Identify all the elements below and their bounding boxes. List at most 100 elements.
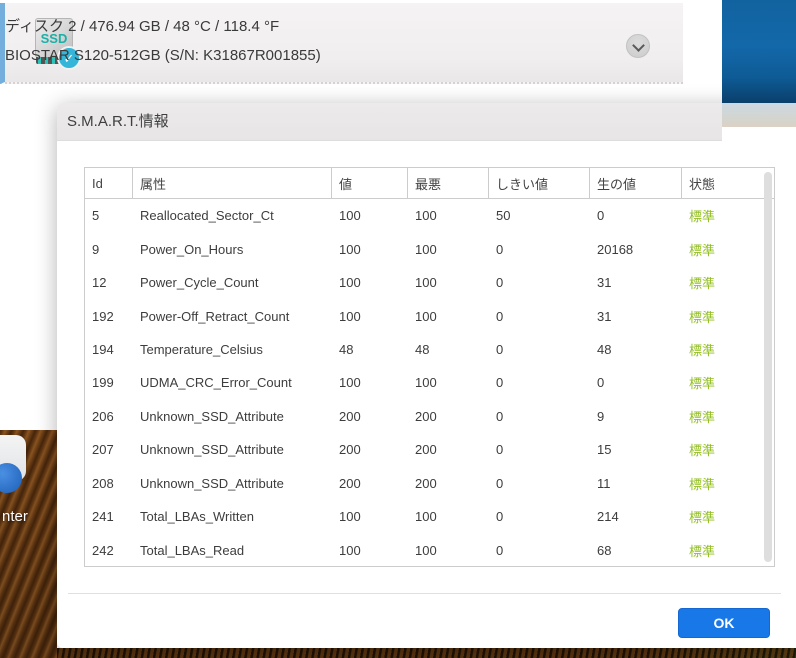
cell-raw: 48: [597, 341, 612, 357]
column-header-status: 状態: [689, 176, 716, 192]
desktop-icon-label: nter: [2, 508, 28, 525]
cell-status: 標準: [689, 376, 716, 392]
smart-table: Id 属性 値 最悪 しきい値 生の値 状態 5 Reallocated_Sec…: [84, 167, 775, 567]
cell-value: 200: [339, 442, 361, 458]
cell-attribute: Power_Cycle_Count: [140, 275, 259, 291]
cell-status: 標準: [689, 342, 716, 358]
cell-value: 100: [339, 375, 361, 391]
cell-raw: 15: [597, 442, 612, 458]
table-row: 194 Temperature_Celsius 48 48 0 48 標準: [85, 333, 774, 366]
cell-attribute: Total_LBAs_Read: [140, 542, 245, 558]
cell-raw: 20168: [597, 241, 634, 257]
cell-attribute: Temperature_Celsius: [140, 341, 263, 357]
cell-value: 100: [339, 542, 361, 558]
cell-worst: 48: [415, 341, 430, 357]
column-header-threshold: しきい値: [489, 168, 590, 198]
column-header-attribute: 属性: [133, 168, 332, 198]
cell-id: 242: [92, 542, 114, 558]
cell-id: 241: [92, 509, 114, 525]
cell-threshold: 0: [496, 542, 504, 558]
cell-id: 5: [92, 208, 100, 224]
cell-status: 標準: [689, 476, 716, 492]
table-row: 12 Power_Cycle_Count 100 100 0 31 標準: [85, 266, 774, 299]
cell-threshold: 50: [496, 208, 511, 224]
disk-model-text: BIOSTAR S120-512GB (S/N: K31867R001855): [5, 47, 321, 64]
cell-worst: 200: [415, 408, 437, 424]
cell-threshold: 0: [496, 509, 504, 525]
wallpaper-haze-area: [722, 103, 796, 127]
cell-id: 199: [92, 375, 114, 391]
dialog-header: S.M.A.R.T.情報: [57, 103, 722, 141]
check-badge-icon: ✓: [57, 46, 81, 70]
cell-worst: 100: [415, 208, 437, 224]
cell-worst: 200: [415, 475, 437, 491]
cell-attribute: Power_On_Hours: [140, 241, 244, 257]
cell-id: 194: [92, 341, 114, 357]
column-header-worst: 最悪: [408, 168, 489, 198]
smart-info-dialog: S.M.A.R.T.情報 Id 属性 値 最悪 しきい値 生の値 状態 5 Re…: [57, 103, 796, 648]
cell-threshold: 0: [496, 475, 504, 491]
cell-worst: 100: [415, 542, 437, 558]
cell-threshold: 0: [496, 341, 504, 357]
cell-worst: 100: [415, 308, 437, 324]
cell-status: 標準: [689, 443, 716, 459]
table-scrollbar-thumb[interactable]: [764, 172, 772, 562]
cell-worst: 100: [415, 509, 437, 525]
cell-threshold: 0: [496, 375, 504, 391]
cell-threshold: 0: [496, 442, 504, 458]
ssd-icon-label: SSD: [40, 30, 68, 46]
cell-status: 標準: [689, 409, 716, 425]
cell-status: 標準: [689, 543, 716, 559]
cell-id: 9: [92, 241, 100, 257]
cell-attribute: Power-Off_Retract_Count: [140, 308, 290, 324]
disk-summary-card: SSD ✓ ディスク 2 / 476.94 GB / 48 °C / 118.4…: [0, 3, 683, 84]
disk-summary-text: ディスク 2 / 476.94 GB / 48 °C / 118.4 °F: [5, 18, 280, 35]
cell-raw: 68: [597, 542, 612, 558]
smart-table-body: 5 Reallocated_Sector_Ct 100 100 50 0 標準 …: [84, 199, 775, 567]
cell-raw: 0: [597, 208, 605, 224]
cell-id: 192: [92, 308, 114, 324]
dialog-title: S.M.A.R.T.情報: [67, 113, 169, 130]
cell-id: 207: [92, 442, 114, 458]
column-header-id: Id: [85, 168, 133, 198]
smart-table-header-row: Id 属性 値 最悪 しきい値 生の値 状態: [84, 167, 775, 199]
expand-collapse-button[interactable]: [626, 34, 650, 58]
wallpaper-blue-area: [722, 0, 796, 103]
table-row: 242 Total_LBAs_Read 100 100 0 68 標準: [85, 533, 774, 566]
cell-status: 標準: [689, 309, 716, 325]
cell-raw: 31: [597, 275, 612, 291]
cell-raw: 11: [597, 475, 611, 491]
cell-attribute: Reallocated_Sector_Ct: [140, 208, 274, 224]
table-row: 207 Unknown_SSD_Attribute 200 200 0 15 標…: [85, 433, 774, 466]
table-row: 241 Total_LBAs_Written 100 100 0 214 標準: [85, 500, 774, 533]
ok-button[interactable]: OK: [678, 608, 770, 638]
cell-threshold: 0: [496, 275, 504, 291]
cell-raw: 9: [597, 408, 605, 424]
cell-status: 標準: [689, 242, 716, 258]
chevron-down-icon: [632, 39, 645, 52]
cell-id: 206: [92, 408, 114, 424]
table-row: 9 Power_On_Hours 100 100 0 20168 標準: [85, 232, 774, 265]
cell-value: 100: [339, 208, 361, 224]
cell-attribute: Unknown_SSD_Attribute: [140, 442, 284, 458]
table-row: 199 UDMA_CRC_Error_Count 100 100 0 0 標準: [85, 366, 774, 399]
cell-threshold: 0: [496, 408, 504, 424]
cell-threshold: 0: [496, 241, 504, 257]
desktop-app-icon[interactable]: [0, 435, 26, 493]
table-row: 5 Reallocated_Sector_Ct 100 100 50 0 標準: [85, 199, 774, 232]
ssd-drive-icon: SSD ✓: [35, 18, 81, 70]
cell-status: 標準: [689, 510, 716, 526]
cell-attribute: Unknown_SSD_Attribute: [140, 475, 284, 491]
ssd-icon-pins: [36, 57, 72, 64]
cell-attribute: Unknown_SSD_Attribute: [140, 408, 284, 424]
app-icon-circle: [0, 463, 22, 493]
table-row: 208 Unknown_SSD_Attribute 200 200 0 11 標…: [85, 467, 774, 500]
cell-value: 200: [339, 408, 361, 424]
cell-status: 標準: [689, 276, 716, 292]
column-header-raw: 生の値: [590, 168, 682, 198]
column-header-value: 値: [332, 168, 408, 198]
dialog-footer-divider: [68, 593, 781, 594]
cell-value: 100: [339, 308, 361, 324]
cell-worst: 100: [415, 241, 437, 257]
